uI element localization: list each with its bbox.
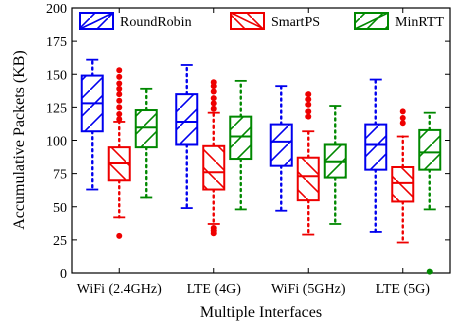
y-tick-label: 125 <box>46 101 67 116</box>
x-axis-title: Multiple Interfaces <box>200 304 322 321</box>
legend-label: SmartPS <box>271 15 320 30</box>
box-smartps-2 <box>296 91 320 236</box>
outlier-point <box>305 108 312 115</box>
legend-label: MinRTT <box>395 15 444 30</box>
box-smartps-1 <box>202 79 226 237</box>
x-tick-label: LTE (5G) <box>376 282 431 297</box>
outlier-point <box>116 73 123 80</box>
outlier-point <box>399 108 406 115</box>
outlier-point <box>116 80 123 87</box>
box-groups <box>80 58 442 275</box>
box-iqr <box>229 115 253 161</box>
box-iqr <box>391 166 415 203</box>
y-tick-label: 150 <box>46 68 67 83</box>
box-iqr <box>296 156 320 202</box>
box-iqr <box>202 144 226 191</box>
box-iqr <box>134 109 158 149</box>
outlier-point <box>305 113 312 120</box>
y-tick-label: 0 <box>60 267 67 282</box>
outlier-point <box>116 91 123 98</box>
box-iqr <box>364 123 388 171</box>
y-tick-label: 50 <box>53 201 67 216</box>
outlier-point <box>116 97 123 104</box>
outlier-point <box>116 111 123 117</box>
outlier-point <box>399 120 406 127</box>
legend-swatch-hatch <box>354 12 389 30</box>
box-smartps-0 <box>107 67 131 239</box>
box-roundrobin-2 <box>269 84 293 212</box>
box-iqr <box>418 128 442 171</box>
x-tick-label: LTE (4G) <box>187 282 242 297</box>
box-minrtt-3 <box>418 111 442 275</box>
legend-item-roundrobin: RoundRobin <box>79 12 192 30</box>
x-tick-label: WiFi (5GHz) <box>271 282 346 297</box>
outlier-point <box>210 95 217 102</box>
box-roundrobin-3 <box>364 78 388 234</box>
outlier-point <box>210 79 217 86</box>
box-smartps-3 <box>391 108 415 244</box>
legend-swatch-hatch <box>79 12 114 30</box>
outlier-point <box>116 104 123 111</box>
outlier-point <box>116 67 123 74</box>
y-tick-label: 75 <box>53 168 67 183</box>
box-minrtt-0 <box>134 87 158 199</box>
y-tick-label: 200 <box>46 2 67 17</box>
outlier-point <box>305 101 312 108</box>
outlier-point <box>210 105 217 112</box>
y-tick-label: 100 <box>46 135 67 150</box>
outlier-point <box>116 232 123 239</box>
box-minrtt-1 <box>229 79 253 211</box>
legend-item-smartps: SmartPS <box>230 12 320 30</box>
legend: RoundRobin SmartPS MinRTT <box>79 12 444 30</box>
outlier-point <box>210 88 217 95</box>
outlier-point <box>305 96 312 103</box>
y-axis-title: Accumulative Packets (KB) <box>11 50 28 230</box>
x-axis: WiFi (2.4GHz) LTE (4G) WiFi (5GHz) LTE (5G) <box>77 8 430 297</box>
outlier-point <box>116 85 123 92</box>
box-minrtt-2 <box>323 104 347 226</box>
outlier-point <box>210 100 217 107</box>
x-tick-label: WiFi (2.4GHz) <box>77 282 162 297</box>
outlier-point <box>210 224 217 231</box>
plot-area-frame <box>71 7 451 274</box>
y-tick-label: 25 <box>53 234 67 249</box>
legend-label: RoundRobin <box>120 15 192 30</box>
box-roundrobin-1 <box>175 63 199 210</box>
box-iqr <box>269 123 293 167</box>
box-iqr <box>175 93 199 146</box>
y-tick-label: 175 <box>46 35 67 50</box>
box-roundrobin-0 <box>80 58 104 191</box>
legend-swatch-hatch <box>230 12 265 30</box>
outlier-point <box>116 116 123 123</box>
legend-item-minrtt: MinRTT <box>354 12 444 30</box>
outlier-point <box>426 268 433 275</box>
outlier-point <box>399 114 406 121</box>
outlier-point <box>305 91 312 98</box>
y-axis: 0 25 50 75 100 125 150 175 200 <box>46 2 450 282</box>
